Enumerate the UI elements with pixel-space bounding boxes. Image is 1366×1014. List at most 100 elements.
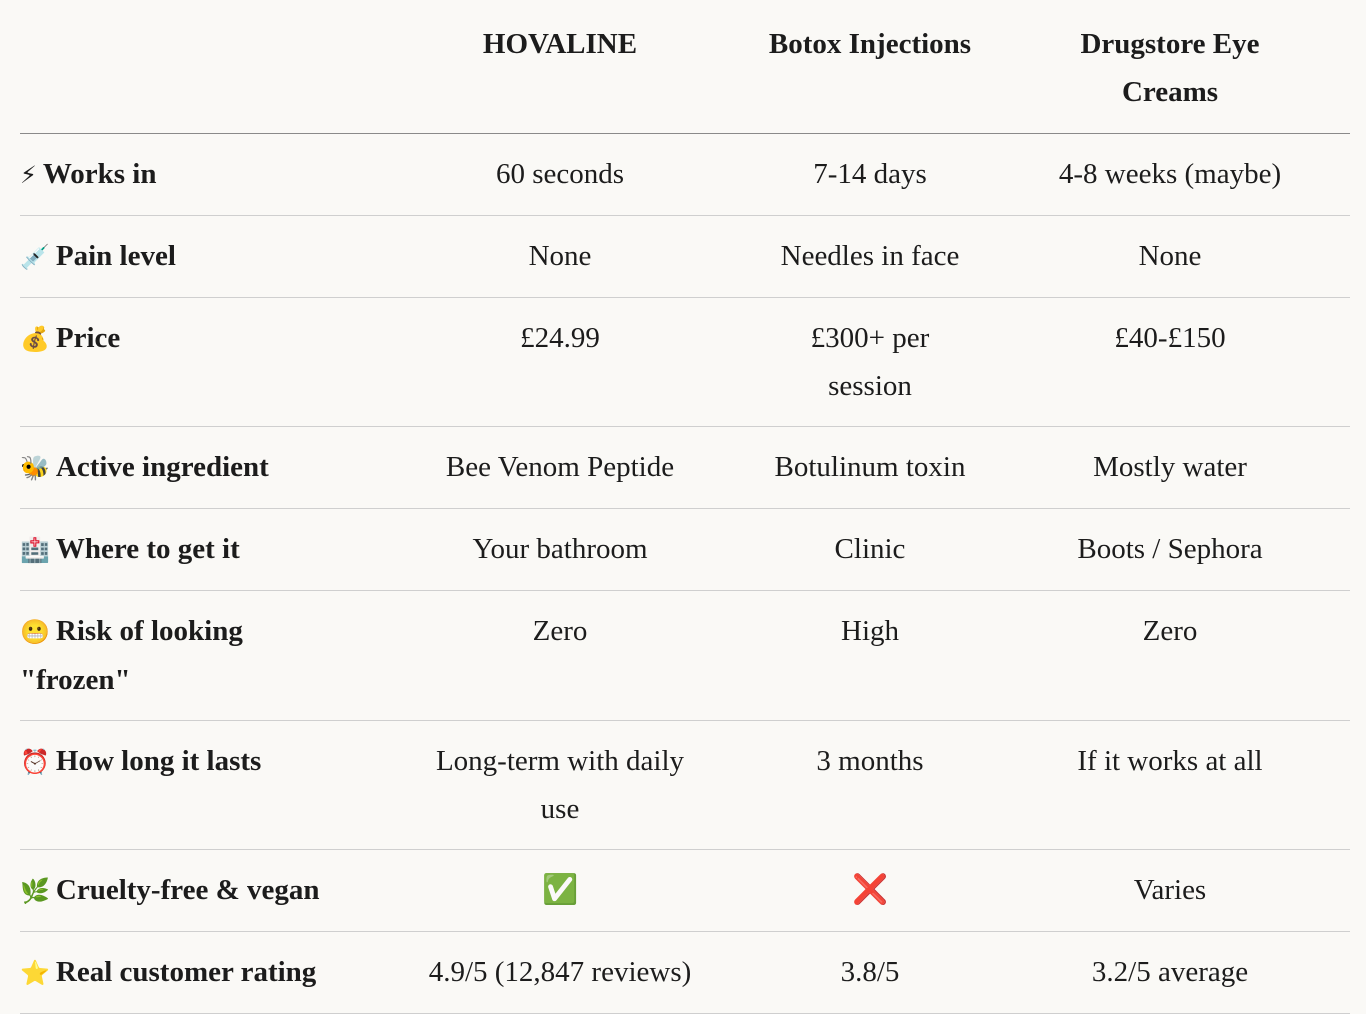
row-label-text: Active ingredient [55, 451, 269, 483]
row-label-text: Works in [42, 158, 157, 190]
cell: Needles in face [715, 215, 1025, 298]
cell: Varies [1025, 849, 1350, 932]
row-icon: ⏰ [20, 748, 50, 776]
cell-text: £40-£150 [1114, 322, 1226, 354]
cell: 60 seconds [405, 133, 715, 216]
cell: 3.8/5 [715, 931, 1025, 1014]
column-header-text: Drugstore Eye Creams [1080, 28, 1260, 108]
cell: 4-8 weeks (maybe) [1025, 133, 1350, 216]
row-label-wrap: 💰 Price [20, 314, 120, 363]
cell-text: High [841, 615, 899, 647]
row-label-text: Cruelty-free & vegan [55, 874, 320, 906]
cell-text: Varies [1133, 874, 1207, 906]
cell: £40-£150 [1025, 297, 1350, 427]
cell: ✅ [405, 849, 715, 932]
row-icon: 😬 [20, 618, 50, 646]
cell: Zero [1025, 590, 1350, 721]
cell-text: If it works at all [1077, 745, 1263, 777]
row-label: 💰 Price [20, 297, 405, 427]
row-label: 🌿 Cruelty-free & vegan [20, 849, 405, 932]
cell-text: 3 months [816, 745, 924, 777]
cell-text: Zero [532, 615, 588, 647]
row-label: 🏥 Where to get it [20, 508, 405, 591]
cell: None [1025, 215, 1350, 298]
cell-text: 4.9/5 (12,847 reviews) [428, 956, 692, 988]
cell-text: 3.2/5 average [1091, 956, 1249, 988]
row-label-text: Real customer rating [55, 956, 317, 988]
cell: £300+ per session [715, 297, 1025, 427]
header-corner [20, 0, 405, 134]
cell-text: None [1138, 240, 1202, 272]
row-label-wrap: ⏰ How long it lasts [20, 737, 261, 786]
row-label-wrap: ⚡ Works in [20, 150, 156, 199]
cell-text: None [528, 240, 592, 272]
table-body: ⚡ Works in 60 seconds 7-14 days 4-8 weeks (m… [20, 133, 1350, 1014]
row-label-text: Pain level [55, 240, 176, 272]
table-row: 💉 Pain level None Needles in face None [20, 215, 1350, 298]
row-label-wrap: 🌿 Cruelty-free & vegan [20, 866, 319, 915]
cell-text: 7-14 days [813, 158, 927, 190]
cell-text: Clinic [834, 533, 906, 565]
row-icon: ⚡ [20, 161, 37, 189]
row-icon: 🏥 [20, 536, 50, 564]
row-label-wrap: 😬 Risk of looking "frozen" [20, 607, 300, 704]
row-label-text: Risk of looking "frozen" [20, 615, 243, 696]
cell: Botulinum toxin [715, 426, 1025, 509]
column-header: Drugstore Eye Creams [1025, 0, 1350, 134]
comparison-table: HOVALINE Botox Injections Drugstore Eye Cr… [20, 0, 1350, 1014]
row-label-wrap: 🐝 Active ingredient [20, 443, 269, 492]
cell-text: ❌ [851, 874, 889, 906]
table-row: ⭐ Real customer rating 4.9/5 (12,847 revie… [20, 931, 1350, 1014]
cell: None [405, 215, 715, 298]
table-row: ⚡ Works in 60 seconds 7-14 days 4-8 weeks (m… [20, 133, 1350, 216]
table-row: 🐝 Active ingredient Bee Venom Peptide Botul… [20, 426, 1350, 509]
cell: 3.2/5 average [1025, 931, 1350, 1014]
cell-text: Zero [1142, 615, 1198, 647]
cell-text: Needles in face [780, 240, 960, 272]
cell: High [715, 590, 1025, 721]
row-label: 🐝 Active ingredient [20, 426, 405, 509]
cell-text: Mostly water [1093, 451, 1247, 483]
cell-text: £24.99 [520, 322, 600, 354]
row-label-text: Price [55, 322, 121, 354]
cell-text: Your bathroom [472, 533, 648, 565]
cell: 3 months [715, 720, 1025, 850]
row-label-text: Where to get it [55, 533, 240, 565]
header-row: HOVALINE Botox Injections Drugstore Eye Cr… [20, 0, 1350, 134]
row-label-wrap: ⭐ Real customer rating [20, 948, 316, 997]
table-row: ⏰ How long it lasts Long-term with daily u… [20, 720, 1350, 850]
cell-text: 4-8 weeks (maybe) [1058, 158, 1282, 190]
table-row: 🏥 Where to get it Your bathroom Clinic Boots… [20, 508, 1350, 591]
row-icon: 💰 [20, 325, 50, 353]
cell-text: Botulinum toxin [774, 451, 966, 483]
cell: ❌ [715, 849, 1025, 932]
cell: 7-14 days [715, 133, 1025, 216]
row-label: ⭐ Real customer rating [20, 931, 405, 1014]
cell-text: Bee Venom Peptide [445, 451, 675, 483]
cell: £24.99 [405, 297, 715, 427]
cell-text: ✅ [541, 874, 579, 906]
column-header: HOVALINE [405, 0, 715, 134]
cell: Mostly water [1025, 426, 1350, 509]
column-header: Botox Injections [715, 0, 1025, 134]
cell: Boots / Sephora [1025, 508, 1350, 591]
table-row: 😬 Risk of looking "frozen" Zero High Zero [20, 590, 1350, 721]
row-label-text: How long it lasts [55, 745, 262, 777]
row-label-wrap: 🏥 Where to get it [20, 525, 240, 574]
cell: Bee Venom Peptide [405, 426, 715, 509]
cell: If it works at all [1025, 720, 1350, 850]
cell-text: 60 seconds [495, 158, 625, 190]
cell-text: £300+ per session [810, 322, 930, 402]
cell-text: Boots / Sephora [1077, 533, 1263, 565]
cell: Clinic [715, 508, 1025, 591]
cell-text: 3.8/5 [840, 956, 900, 988]
column-header-text: HOVALINE [482, 28, 638, 60]
cell: Your bathroom [405, 508, 715, 591]
table-row: 💰 Price £24.99 £300+ per session £40-£150 [20, 297, 1350, 427]
row-icon: 🌿 [20, 877, 50, 905]
row-icon: 🐝 [20, 454, 50, 482]
cell: Zero [405, 590, 715, 721]
row-label: ⏰ How long it lasts [20, 720, 405, 850]
cell: 4.9/5 (12,847 reviews) [405, 931, 715, 1014]
